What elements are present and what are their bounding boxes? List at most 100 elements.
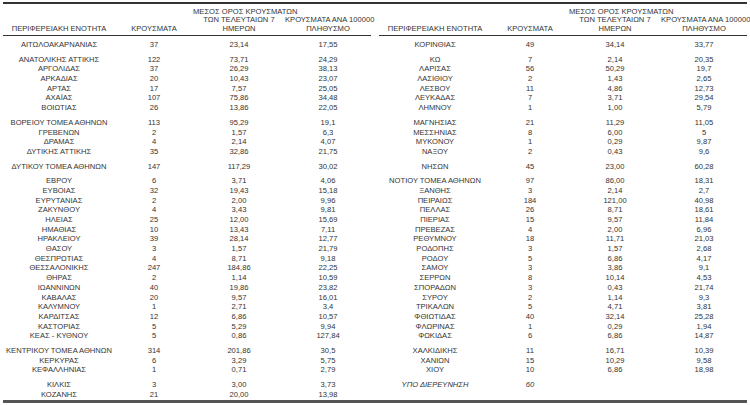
region-name: ΚΕΝΤΡΙΚΟΥ ΤΟΜΕΑ ΑΘΗΝΩΝ [3, 346, 115, 356]
per100k-value: 18,31 [661, 176, 747, 186]
avg7-value: 184,86 [193, 263, 285, 273]
per100k-value: 38,13 [285, 64, 371, 74]
cases-value: 3 [491, 263, 569, 273]
cases-value: 5 [115, 322, 193, 332]
avg7-value: 121,00 [569, 196, 661, 206]
table-row: ΛΕΥΚΑΔΑΣ73,7129,54 [379, 93, 747, 103]
per100k-value: 60,28 [661, 162, 747, 172]
cases-value: 184 [491, 196, 569, 206]
cases-value: 1 [491, 322, 569, 332]
per100k-value: 24,29 [285, 55, 371, 65]
region-name: ΕΒΡΟΥ [3, 176, 115, 186]
region-name: ΝΑΞΟΥ [379, 147, 491, 157]
table-row: ΝΟΤΙΟΥ ΤΟΜΕΑ ΑΘΗΝΩΝ9786,0018,31 [379, 176, 747, 186]
cases-value: 4 [491, 225, 569, 235]
avg7-value: 16,71 [569, 346, 661, 356]
table-row: ΒΟΙΩΤΙΑΣ2613,8622,05 [3, 103, 371, 113]
column-header-per100k-line2: ΠΛΗΘΥΣΜΟ [285, 25, 371, 34]
per100k-value: 16,01 [285, 293, 371, 303]
table-body-right: ΚΟΡΙΝΘΙΑΣ4934,1433,77 ΚΩ72,1420,35ΛΑΡΙΣΑΣ… [379, 40, 747, 390]
per100k-value: 6,3 [285, 128, 371, 138]
avg7-value: 6,86 [569, 365, 661, 375]
region-name: ΠΕΛΛΑΣ [379, 205, 491, 215]
region-name: ΚΑΛΥΜΝΟΥ [3, 302, 115, 312]
region-name: ΛΑΡΙΣΑΣ [379, 64, 491, 74]
table-row: ΠΡΕΒΕΖΑΣ42,006,96 [379, 225, 747, 235]
per100k-value: 1,94 [661, 322, 747, 332]
per100k-value: 23,82 [285, 283, 371, 293]
per100k-value: 3,81 [661, 302, 747, 312]
avg7-value: 2,14 [569, 55, 661, 65]
cases-value: 97 [491, 176, 569, 186]
avg7-value: 34,14 [569, 40, 661, 50]
region-name: ΔΡΑΜΑΣ [3, 137, 115, 147]
region-name: ΥΠΟ ΔΙΕΡΕΥΝΗΣΗ [379, 380, 491, 390]
table-row: ΔΥΤΙΚΟΥ ΤΟΜΕΑ ΑΘΗΝΩΝ147117,2930,02 [3, 162, 371, 172]
per100k-value: 14,87 [661, 331, 747, 341]
cases-value: 37 [115, 64, 193, 74]
region-name: ΝΗΣΩΝ [379, 162, 491, 172]
avg7-value: 19,43 [193, 186, 285, 196]
region-name: ΖΑΚΥΝΘΟΥ [3, 205, 115, 215]
bottom-rule [3, 400, 747, 403]
region-name: ΒΟΡΕΙΟΥ ΤΟΜΕΑ ΑΘΗΝΩΝ [3, 118, 115, 128]
region-name: ΛΕΥΚΑΔΑΣ [379, 93, 491, 103]
table-row: ΑΧΑΪΑΣ10775,8634,48 [3, 93, 371, 103]
avg7-value: 10,43 [193, 74, 285, 84]
cases-value: 17 [115, 84, 193, 94]
per100k-value: 9,96 [285, 196, 371, 206]
table-row: ΠΕΙΡΑΙΩΣ184121,0040,98 [379, 196, 747, 206]
per100k-value: 21,75 [285, 147, 371, 157]
avg7-value: 1,57 [569, 244, 661, 254]
per100k-value: 5,75 [285, 356, 371, 366]
region-name: ΘΕΣΣΑΛΟΝΙΚΗΣ [3, 263, 115, 273]
table-row: ΞΑΝΘΗΣ32,142,7 [379, 186, 747, 196]
cases-value: 3 [491, 283, 569, 293]
table-row: ΠΕΛΛΑΣ268,7118,61 [379, 205, 747, 215]
avg7-value: 1,00 [569, 103, 661, 113]
region-name: ΚΩ [379, 55, 491, 65]
row-band: ΚΟΡΙΝΘΙΑΣ4934,1433,77 [379, 40, 747, 50]
cases-value: 3 [115, 244, 193, 254]
table-body-left: ΑΙΤΩΛΟΑΚΑΡΝΑΝΙΑΣ3723,1417,55ΑΝΑΤΟΛΙΚΗΣ Α… [3, 40, 371, 399]
table-row: ΘΑΣΟΥ31,5721,79 [3, 244, 371, 254]
cases-value: 2 [491, 74, 569, 84]
column-header-per100k: ΚΡΟΥΣΜΑΤΑ ΑΝΑ 100000 ΠΛΗΘΥΣΜΟ [285, 16, 371, 33]
avg7-value: 5,29 [193, 322, 285, 332]
column-header-cases: ΚΡΟΥΣΜΑΤΑ [115, 25, 193, 34]
region-name: ΑΡΤΑΣ [3, 84, 115, 94]
region-name: ΚΑΡΔΙΤΣΑΣ [3, 312, 115, 322]
table-row: ΚΑΛΥΜΝΟΥ12,713,4 [3, 302, 371, 312]
avg7-value: 117,29 [193, 162, 285, 172]
per100k-value: 19,7 [661, 64, 747, 74]
region-name: ΕΥΒΟΙΑΣ [3, 186, 115, 196]
per100k-value: 33,77 [661, 40, 747, 50]
per100k-value: 23,07 [285, 74, 371, 84]
row-band: ΕΒΡΟΥ63,714,06ΕΥΒΟΙΑΣ3219,4315,18ΕΥΡΥΤΑΝ… [3, 176, 371, 341]
avg7-value: 0,29 [569, 137, 661, 147]
table-row: ΦΛΩΡΙΝΑΣ10,291,94 [379, 322, 747, 332]
region-name: ΙΩΑΝΝΙΝΩΝ [3, 283, 115, 293]
table-row: ΚΕΡΚΥΡΑΣ63,295,75 [3, 356, 371, 366]
cases-value: 39 [115, 234, 193, 244]
avg7-value: 75,86 [193, 93, 285, 103]
table-row: ΦΩΚΙΔΑΣ66,8614,87 [379, 331, 747, 341]
cases-value: 4 [115, 137, 193, 147]
cases-value: 40 [491, 312, 569, 322]
row-band: ΜΑΓΝΗΣΙΑΣ2111,2911,05ΜΕΣΣΗΝΙΑΣ86,005ΜΥΚΟ… [379, 118, 747, 157]
region-name: ΚΟΡΙΝΘΙΑΣ [379, 40, 491, 50]
cases-value: 49 [491, 40, 569, 50]
per100k-value: 7,11 [285, 225, 371, 235]
avg7-value: 95,29 [193, 118, 285, 128]
row-band: ΚΕΝΤΡΙΚΟΥ ΤΟΜΕΑ ΑΘΗΝΩΝ314201,8630,5ΚΕΡΚΥ… [3, 346, 371, 375]
region-name: ΝΟΤΙΟΥ ΤΟΜΕΑ ΑΘΗΝΩΝ [379, 176, 491, 186]
per100k-value: 9,1 [661, 263, 747, 273]
avg7-value: 1,14 [193, 273, 285, 283]
cases-value: 314 [115, 346, 193, 356]
avg7-value: 1,43 [569, 74, 661, 84]
table-header-row: ΠΕΡΙΦΕΡΕΙΑΚΗ ΕΝΟΤΗΤΑ ΚΡΟΥΣΜΑΤΑ ΜΕΣΟΣ ΟΡΟ… [379, 6, 747, 36]
cases-value: 247 [115, 263, 193, 273]
table-row: ΚΩ72,1420,35 [379, 55, 747, 65]
avg7-value: 32,86 [193, 147, 285, 157]
avg7-value: 6,86 [569, 331, 661, 341]
